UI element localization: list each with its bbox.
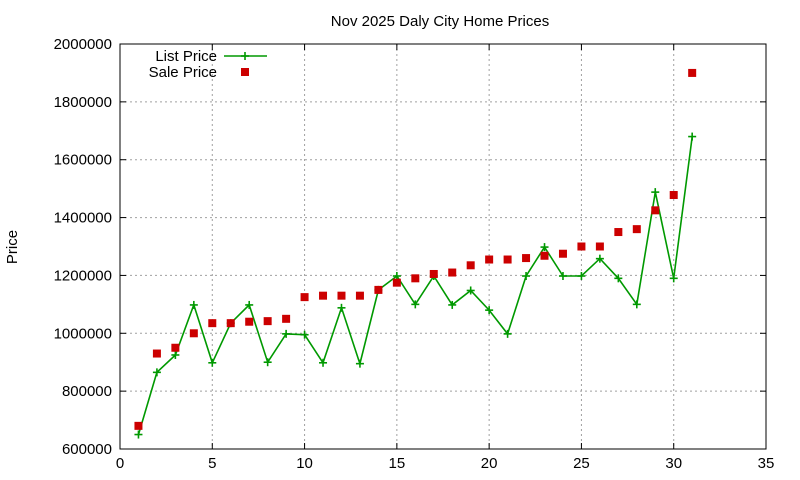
- list-price-point: [688, 132, 697, 141]
- list-price-point: [189, 300, 198, 309]
- list-price-point: [245, 300, 254, 309]
- y-tick-label: 1400000: [54, 210, 112, 227]
- sale-price-point: [263, 317, 272, 326]
- sale-price-point: [245, 317, 254, 326]
- list-price-point: [337, 303, 346, 312]
- x-tick-label: 10: [296, 455, 313, 472]
- sale-price-point: [282, 314, 291, 323]
- list-price-point: [485, 306, 494, 315]
- legend-marker-sale-price: [241, 68, 249, 76]
- y-tick-label: 1200000: [54, 267, 112, 284]
- plot-frame: [119, 43, 767, 450]
- sale-price-point: [503, 255, 512, 264]
- list-price-point: [577, 272, 586, 281]
- list-price-line: [137, 136, 693, 435]
- sale-price-point: [688, 68, 697, 77]
- list-price-point: [448, 300, 457, 309]
- legend: List Price Sale Price: [149, 48, 267, 81]
- y-tick-label: 600000: [62, 441, 112, 458]
- x-tick-label: 0: [116, 455, 124, 472]
- list-price-point: [152, 368, 161, 377]
- sale-price-point: [429, 269, 438, 278]
- list-price-point: [558, 272, 567, 281]
- y-tick-label: 1000000: [54, 325, 112, 342]
- sale-price-point: [392, 278, 401, 287]
- y-tick-label: 1800000: [54, 94, 112, 111]
- sale-price-point: [300, 293, 309, 302]
- list-price-point: [319, 358, 328, 367]
- x-tick-label: 5: [208, 455, 216, 472]
- list-price-point: [411, 300, 420, 309]
- sale-price-point: [411, 274, 420, 283]
- sale-price-point: [448, 268, 457, 277]
- sale-price-point: [134, 421, 143, 430]
- sale-price-point: [577, 242, 586, 251]
- sale-price-point: [540, 251, 549, 260]
- sale-price-point: [208, 319, 217, 328]
- y-axis-label: Price: [4, 230, 21, 264]
- legend-label-list-price: List Price: [155, 48, 217, 65]
- sale-price-point: [595, 242, 604, 251]
- list-price-point: [263, 358, 272, 367]
- y-tick-label: 1600000: [54, 152, 112, 169]
- sale-price-point: [355, 291, 364, 300]
- sale-price-point: [189, 329, 198, 338]
- sale-price-point: [614, 228, 623, 237]
- sale-price-point: [226, 319, 235, 328]
- list-price-point: [134, 430, 143, 439]
- sale-price-point: [337, 291, 346, 300]
- chart-title: Nov 2025 Daly City Home Prices: [331, 13, 549, 30]
- sale-price-point: [632, 225, 641, 234]
- list-price-point: [522, 272, 531, 281]
- list-price-point: [632, 300, 641, 309]
- x-tick-label: 20: [481, 455, 498, 472]
- list-price-point: [171, 350, 180, 359]
- list-price-point: [595, 254, 604, 263]
- legend-marker-list-price: [241, 52, 249, 60]
- x-tick-label: 30: [665, 455, 682, 472]
- list-price-point: [540, 243, 549, 252]
- x-tick-label: 15: [389, 455, 406, 472]
- list-price-point: [300, 330, 309, 339]
- list-price-point: [669, 274, 678, 283]
- list-price-point: [466, 286, 475, 295]
- legend-label-sale-price: Sale Price: [149, 64, 217, 81]
- x-tick-label: 25: [573, 455, 590, 472]
- sale-price-point: [485, 255, 494, 264]
- list-price-point: [355, 359, 364, 368]
- sale-price-point: [171, 343, 180, 352]
- sale-price-point: [558, 249, 567, 258]
- series: [134, 68, 697, 439]
- list-price-point: [208, 358, 217, 367]
- list-price-point: [614, 274, 623, 283]
- list-price-point: [282, 329, 291, 338]
- y-tick-label: 2000000: [54, 36, 112, 53]
- grid: [120, 44, 766, 449]
- sale-price-point: [651, 206, 660, 215]
- y-tick-label: 800000: [62, 383, 112, 400]
- sale-price-point: [319, 291, 328, 300]
- sale-price-point: [374, 285, 383, 294]
- sale-price-point: [669, 191, 678, 200]
- x-tick-label: 35: [758, 455, 775, 472]
- list-price-point: [503, 329, 512, 338]
- sale-price-point: [466, 261, 475, 270]
- sale-price-point: [522, 254, 531, 263]
- axis-ticks: 0 5 10 15 20 25 30 35 600000 800000 1000000 1200000…: [54, 36, 775, 472]
- sale-price-point: [152, 349, 161, 358]
- list-price-point: [651, 188, 660, 197]
